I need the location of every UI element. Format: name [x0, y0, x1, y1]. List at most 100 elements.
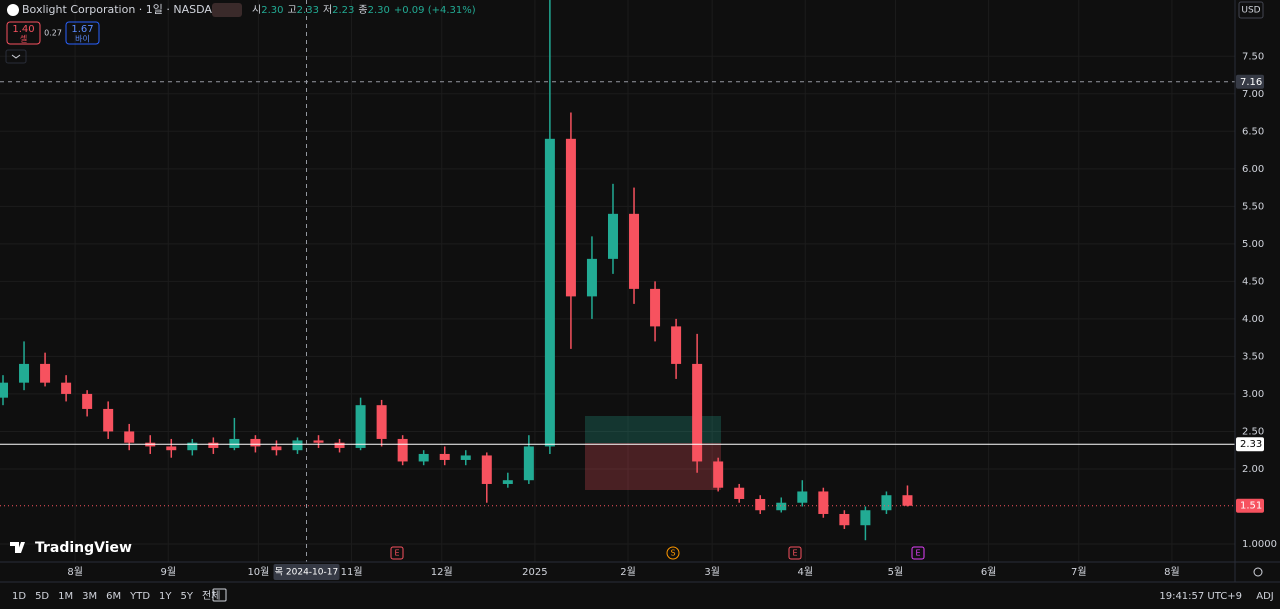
range-button[interactable]: YTD [129, 591, 150, 602]
ohlc-key: 종 [358, 4, 367, 16]
event-marker[interactable] [788, 546, 802, 560]
spread: 0.27 [44, 29, 62, 38]
y-tick-label: 6.00 [1242, 164, 1264, 175]
candle-body [187, 442, 198, 451]
candle-body [82, 393, 93, 409]
event-marker[interactable] [911, 546, 925, 560]
candle-body [755, 498, 766, 511]
symbol-logo [7, 4, 19, 16]
range-button[interactable]: 5Y [181, 591, 194, 602]
sell-price: 1.40 [12, 24, 34, 35]
range-toolbar: 1D 5D 1M 3M 6M YTD 1Y 5Y 전체 [12, 590, 220, 602]
candle-body [692, 363, 703, 462]
candle-body [439, 453, 450, 460]
ohlc-key: 저 [323, 4, 332, 16]
candle-body [797, 491, 808, 503]
candle-body [734, 487, 745, 499]
y-tick-label: 4.00 [1242, 314, 1264, 325]
collapse-icon [11, 54, 21, 59]
candle-body [166, 446, 177, 451]
candle-body [650, 288, 661, 327]
adj-toggle[interactable]: ADJ [1256, 591, 1274, 602]
event-label: E [792, 549, 797, 558]
date-range-icon[interactable] [212, 588, 227, 602]
grid [0, 0, 1235, 562]
candle-body [523, 446, 534, 481]
ohlc-value: 2.30 [261, 5, 283, 16]
ohlc-value: 2.33 [297, 5, 319, 16]
event-marker[interactable] [390, 546, 404, 560]
ohlc-value: 2.23 [332, 5, 354, 16]
brand-logo [10, 542, 25, 553]
candle-body [902, 495, 913, 506]
candle-body [40, 363, 51, 383]
x-tick-label: 2025 [522, 567, 547, 578]
candle-body [418, 453, 429, 462]
x-tick-label: 2월 [620, 566, 636, 578]
candle-body [671, 326, 682, 364]
currency: USD [1241, 6, 1260, 16]
event-label: S [670, 549, 675, 558]
range-button[interactable]: 1M [58, 591, 73, 602]
sell-label: 셀 [20, 34, 27, 44]
y-tick-label: 3.00 [1242, 389, 1264, 400]
range-button[interactable]: 전체 [202, 590, 220, 602]
sell-button[interactable] [6, 21, 41, 45]
clock: 19:41:57 UTC+9 [1159, 591, 1242, 602]
candle-body [19, 363, 30, 383]
y-tick-label: 2.00 [1242, 464, 1264, 475]
candle-body [397, 438, 408, 462]
buy-button[interactable] [65, 21, 100, 45]
candle-body [229, 438, 240, 448]
candle-body [0, 382, 9, 398]
crosshair-date-box [273, 564, 340, 580]
candle-body [502, 480, 513, 484]
candle-body [208, 442, 219, 448]
brand-name: TradingView [35, 540, 132, 556]
candle-body [460, 455, 471, 460]
candle-body [544, 138, 555, 447]
candle-body [881, 495, 892, 511]
price-label-box [1236, 498, 1264, 513]
event-marker[interactable] [666, 546, 680, 560]
candle-body [481, 455, 492, 484]
crosshair-date: 목 2024-10-17 [275, 567, 338, 578]
x-tick-label: 7월 [1071, 566, 1087, 578]
event-label: E [394, 549, 399, 558]
currency-button[interactable] [1238, 1, 1264, 19]
range-button[interactable]: 1Y [159, 591, 172, 602]
collapse-button[interactable] [5, 49, 27, 64]
y-tick-label: 4.50 [1242, 276, 1264, 287]
range-button[interactable]: 6M [106, 591, 121, 602]
x-tick-label: 3월 [704, 566, 720, 578]
settings-icon[interactable] [1253, 567, 1263, 577]
y-tick-label: 6.50 [1242, 126, 1264, 137]
price-label: 1.51 [1240, 501, 1262, 512]
candle-body [586, 258, 597, 297]
y-tick-label: 5.00 [1242, 239, 1264, 250]
candle-body [607, 213, 618, 259]
ohlc-legend: 시2.30 고2.33 저2.23 종2.30 +0.09 (+4.31%) [252, 4, 476, 16]
y-tick-label: 3.50 [1242, 351, 1264, 362]
y-tick-label: 2.50 [1242, 426, 1264, 437]
range-button[interactable]: 3M [82, 591, 97, 602]
price-label: 2.33 [1240, 439, 1262, 450]
candle-body [124, 431, 135, 443]
candle-body [860, 510, 871, 526]
range-button[interactable]: 5D [35, 591, 49, 602]
candle-body [334, 442, 345, 448]
ohlc-key: 시 [252, 4, 261, 16]
x-tick-label: 8월 [1164, 566, 1180, 578]
flag-icon[interactable] [212, 3, 242, 17]
candles [0, 0, 913, 541]
buy-price: 1.67 [71, 24, 93, 35]
x-tick-label: 11월 [341, 566, 363, 578]
symbol-title[interactable]: Boxlight Corporation · 1일 · NASDAQ [22, 2, 221, 16]
range-button[interactable]: 1D [12, 591, 26, 602]
candle-body [250, 438, 261, 447]
candle-body [313, 440, 324, 443]
crosshair-price: 7.16 [1240, 77, 1262, 88]
candle-body [292, 440, 303, 451]
candle-body [61, 382, 72, 394]
